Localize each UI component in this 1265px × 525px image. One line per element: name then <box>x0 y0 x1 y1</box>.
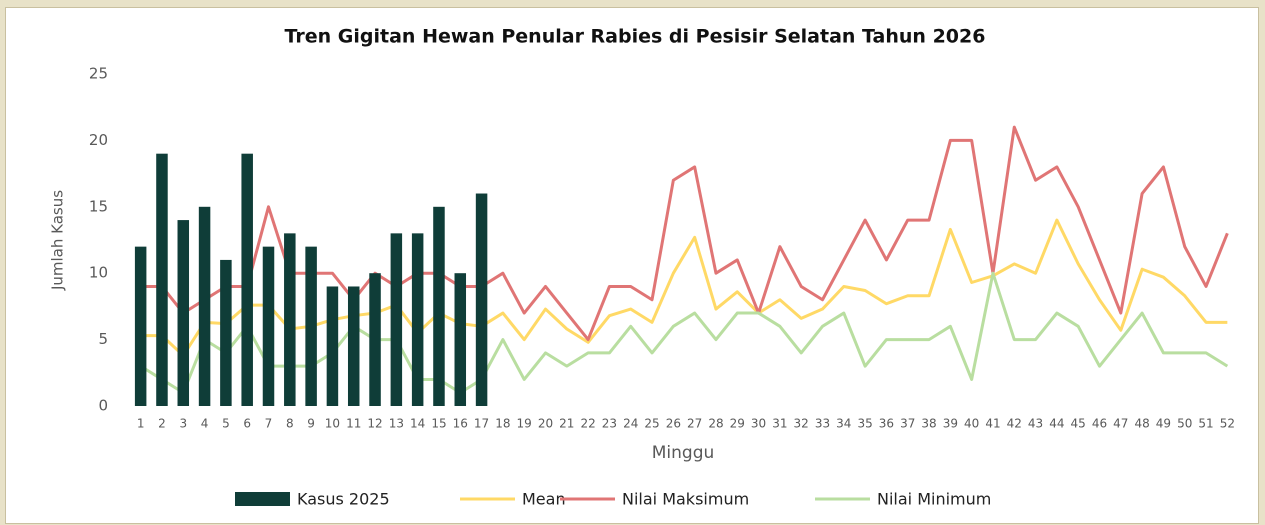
legend-label: Nilai Maksimum <box>622 490 749 509</box>
bar <box>220 259 232 406</box>
bar <box>326 286 339 406</box>
x-tick-label: 5 <box>222 417 230 431</box>
x-tick-label: 45 <box>1071 417 1086 431</box>
x-tick-label: 52 <box>1220 417 1235 431</box>
x-tick-label: 44 <box>1049 417 1064 431</box>
line <box>140 125 1229 342</box>
x-tick-label: 21 <box>559 417 574 431</box>
y-tick-label: 5 <box>98 330 108 348</box>
x-tick-label: 19 <box>517 417 532 431</box>
x-tick-label: 10 <box>325 417 340 431</box>
bar <box>433 206 445 406</box>
x-tick-label: 22 <box>580 417 595 431</box>
bar <box>305 246 317 406</box>
bar <box>134 246 147 406</box>
x-tick-label: 18 <box>495 417 510 431</box>
bar <box>241 153 253 406</box>
x-tick-label: 8 <box>286 417 294 431</box>
chart-title: Tren Gigitan Hewan Penular Rabies di Pes… <box>285 26 986 48</box>
x-tick-label: 15 <box>431 417 446 431</box>
x-tick-label: 12 <box>367 417 382 431</box>
x-tick-label: 31 <box>772 417 787 431</box>
bar <box>198 206 211 406</box>
x-tick-label: 37 <box>900 417 915 431</box>
x-tick-label: 9 <box>307 417 315 431</box>
x-tick-label: 49 <box>1156 417 1171 431</box>
x-tick-label: 36 <box>879 417 894 431</box>
x-tick-label: 51 <box>1198 417 1213 431</box>
x-tick-label: 50 <box>1177 417 1192 431</box>
y-tick-label: 20 <box>89 131 108 149</box>
x-tick-label: 23 <box>602 417 617 431</box>
legend-label: Mean <box>522 490 566 509</box>
x-axis-label: Minggu <box>652 443 715 463</box>
x-tick-label: 24 <box>623 417 638 431</box>
legend-label: Kasus 2025 <box>297 490 390 509</box>
x-tick-label: 30 <box>751 417 766 431</box>
y-tick-label: 0 <box>98 397 108 415</box>
bar <box>156 153 168 406</box>
x-tick-label: 48 <box>1134 417 1149 431</box>
bar <box>177 220 190 406</box>
legend-label: Nilai Minimum <box>877 490 991 509</box>
legend-swatch <box>235 492 290 506</box>
bar <box>475 193 488 406</box>
x-tick-label: 14 <box>410 417 425 431</box>
y-tick-label: 10 <box>89 264 108 282</box>
x-tick-label: 13 <box>389 417 404 431</box>
x-tick-label: 32 <box>794 417 809 431</box>
y-tick-label: 15 <box>89 197 108 215</box>
x-tick-label: 6 <box>243 417 251 431</box>
x-tick-label: 38 <box>921 417 936 431</box>
x-tick-label: 4 <box>201 417 209 431</box>
x-tick-label: 41 <box>985 417 1000 431</box>
x-tick-label: 47 <box>1113 417 1128 431</box>
y-tick-label: 25 <box>89 65 108 83</box>
bar <box>262 246 275 406</box>
x-tick-label: 7 <box>265 417 273 431</box>
bar <box>454 273 467 406</box>
x-tick-label: 28 <box>708 417 723 431</box>
x-tick-label: 33 <box>815 417 830 431</box>
bar <box>390 233 403 406</box>
bar <box>411 233 424 406</box>
line <box>139 271 1229 395</box>
x-tick-label: 25 <box>644 417 659 431</box>
line <box>140 218 1228 358</box>
x-tick-label: 2 <box>158 417 166 431</box>
y-axis-label: Jumlah Kasus <box>49 190 67 291</box>
x-tick-label: 46 <box>1092 417 1107 431</box>
x-tick-label: 17 <box>474 417 489 431</box>
x-tick-label: 43 <box>1028 417 1043 431</box>
x-tick-label: 1 <box>137 417 145 431</box>
x-tick-label: 29 <box>730 417 745 431</box>
bar <box>284 233 296 406</box>
x-tick-label: 39 <box>943 417 958 431</box>
x-tick-label: 26 <box>666 417 681 431</box>
x-tick-label: 3 <box>179 417 187 431</box>
x-tick-label: 42 <box>1007 417 1022 431</box>
x-tick-label: 27 <box>687 417 702 431</box>
bar <box>347 286 360 406</box>
chart-frame <box>5 7 1259 524</box>
x-tick-label: 34 <box>836 417 851 431</box>
x-tick-label: 20 <box>538 417 553 431</box>
x-tick-label: 11 <box>346 417 361 431</box>
x-tick-label: 16 <box>453 417 468 431</box>
x-tick-label: 40 <box>964 417 979 431</box>
bar <box>369 273 381 406</box>
x-tick-label: 35 <box>857 417 872 431</box>
